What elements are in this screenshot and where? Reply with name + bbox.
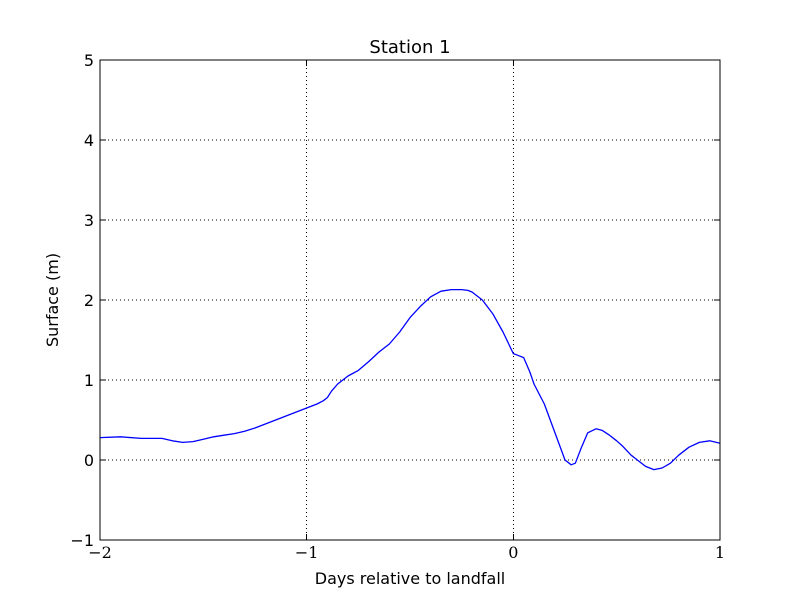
y-tick-label: 5 <box>84 51 94 70</box>
x-tick-label: 0 <box>508 543 518 562</box>
x-axis-label: Days relative to landfall <box>315 569 505 588</box>
series-line <box>99 288 721 471</box>
x-tick-label: −1 <box>295 543 319 562</box>
y-tick-label: −1 <box>70 531 94 550</box>
y-axis-label: Surface (m) <box>43 253 62 347</box>
y-tick-label: 4 <box>84 131 94 150</box>
x-tick-label: −2 <box>88 543 112 562</box>
y-tick-label: 2 <box>84 291 94 310</box>
y-tick-label: 0 <box>84 451 94 470</box>
chart-title: Station 1 <box>369 37 450 58</box>
y-tick-label: 3 <box>84 211 94 230</box>
x-tick-label: 1 <box>715 543 725 562</box>
y-tick-label: 1 <box>84 371 94 390</box>
